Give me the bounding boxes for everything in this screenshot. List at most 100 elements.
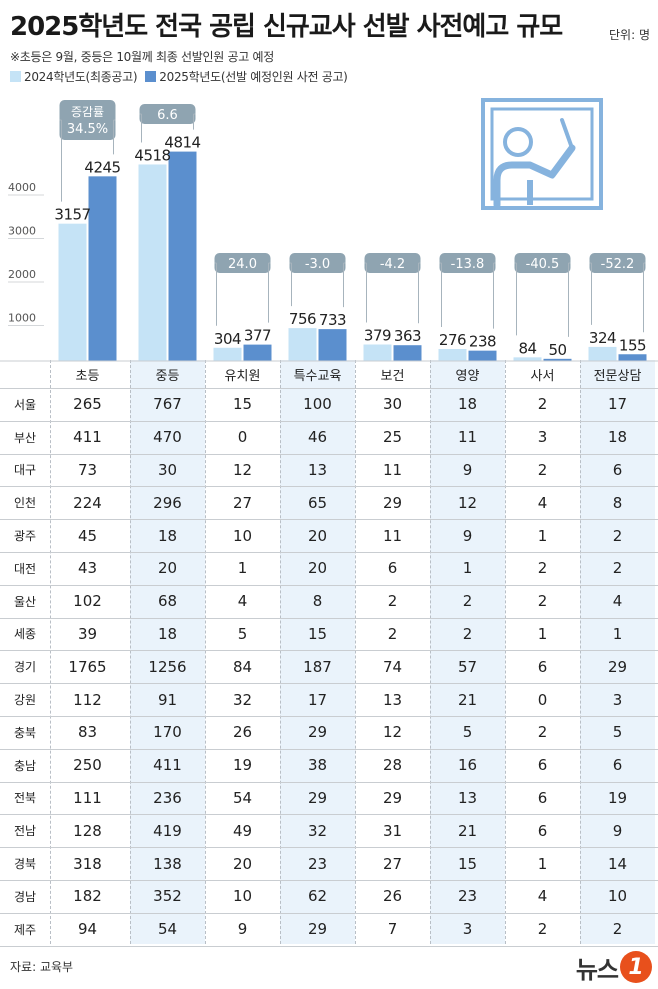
table-cell: 45	[77, 526, 98, 545]
table-cell: 4	[537, 887, 548, 906]
table-cell: 6	[537, 821, 548, 840]
table-cell: 12	[382, 723, 403, 742]
column-header: 보건	[380, 368, 405, 384]
table-row: 경기 1765 1256 84 187 74 57 6 29	[0, 650, 658, 685]
table-cell: 65	[307, 493, 328, 512]
bar-label-2024: 4518	[134, 146, 170, 164]
table-cell: 27	[382, 854, 403, 873]
bar-2024	[213, 347, 242, 361]
y-tick-label: 2000	[8, 268, 36, 281]
table-cell: 6	[612, 460, 623, 479]
table-cell: 30	[157, 460, 178, 479]
column-header: 초등	[75, 368, 100, 384]
table-cell: 1	[537, 526, 548, 545]
table-cell: 6	[387, 559, 398, 578]
table-cell: 19	[232, 756, 253, 775]
change-badge	[514, 253, 571, 273]
region-name: 세종	[13, 627, 37, 642]
change-label: -4.2	[380, 257, 405, 272]
region-name: 전남	[13, 824, 37, 839]
table-cell: 170	[153, 723, 182, 742]
table-cell: 411	[153, 756, 182, 775]
bar-label-2024: 304	[214, 330, 241, 348]
bar-2025	[468, 350, 497, 361]
table-cell: 6	[537, 657, 548, 676]
table-cell: 3	[462, 920, 473, 939]
table-cell: 19	[607, 788, 628, 807]
table-cell: 16	[457, 756, 478, 775]
region-name: 서울	[13, 397, 37, 412]
table-cell: 265	[73, 395, 102, 414]
table-row: 울산 102 68 4 8 2 2 2 4	[0, 585, 658, 619]
bar-label-2025: 4814	[164, 134, 200, 152]
table-cell: 18	[607, 428, 628, 447]
table-cell: 6	[537, 788, 548, 807]
table-cell: 296	[153, 493, 182, 512]
bar-2025	[618, 354, 647, 361]
table-cell: 94	[77, 920, 98, 939]
bar-label-2024: 756	[289, 310, 316, 328]
region-name: 인천	[13, 496, 37, 511]
table-cell: 5	[462, 723, 473, 742]
table-row: 강원 112 91 32 17 13 21 0 3	[0, 683, 658, 717]
bar-2025	[243, 344, 272, 361]
table-cell: 767	[153, 395, 182, 414]
table-cell: 9	[462, 526, 473, 545]
change-badge	[59, 100, 116, 140]
table-cell: 84	[232, 657, 253, 676]
region-name: 제주	[13, 922, 37, 937]
table-cell: 2	[537, 559, 548, 578]
bar-2024	[513, 357, 542, 361]
bar-label-2025: 733	[319, 311, 346, 329]
table-cell: 83	[77, 723, 98, 742]
table-cell: 411	[73, 428, 102, 447]
table-cell: 1765	[68, 657, 107, 676]
table-cell: 18	[457, 395, 478, 414]
table-cell: 10	[232, 887, 253, 906]
column-stripe	[280, 360, 355, 944]
bar-2025	[88, 176, 117, 361]
table-cell: 54	[157, 920, 178, 939]
table-cell: 11	[382, 460, 403, 479]
table-cell: 20	[307, 559, 328, 578]
bar-label-2024: 276	[439, 331, 466, 349]
table-cell: 2	[387, 592, 398, 611]
legend-label-2025: 2025학년도(선발 예정인원 사전 공고)	[159, 70, 348, 84]
table-cell: 2	[612, 920, 623, 939]
bar-2024	[588, 346, 617, 361]
table-cell: 26	[382, 887, 403, 906]
table-cell: 2	[537, 395, 548, 414]
region-name: 전북	[13, 791, 37, 806]
table-cell: 62	[307, 887, 328, 906]
change-badge	[139, 104, 196, 124]
table-cell: 5	[612, 723, 623, 742]
page-title: 2025학년도 전국 공립 신규교사 선발 사전예고 규모	[10, 12, 563, 42]
table-cell: 14	[607, 854, 628, 873]
table-cell: 318	[73, 854, 102, 873]
table-cell: 1256	[148, 657, 187, 676]
table-cell: 2	[537, 920, 548, 939]
bar-2025	[543, 358, 572, 361]
table-cell: 21	[457, 690, 478, 709]
bar-2025	[168, 151, 197, 361]
change-label: 24.0	[228, 257, 257, 272]
teacher-board-icon	[481, 98, 603, 210]
table-row: 광주 45 18 10 20 11 9 1 2	[0, 519, 658, 553]
bar-label-2025: 155	[619, 336, 646, 354]
table-cell: 1	[537, 854, 548, 873]
table-cell: 9	[237, 920, 248, 939]
table-cell: 38	[307, 756, 328, 775]
table-cell: 1	[462, 559, 473, 578]
table-cell: 54	[232, 788, 253, 807]
table-cell: 15	[232, 395, 253, 414]
table-cell: 21	[457, 821, 478, 840]
table-cell: 2	[462, 624, 473, 643]
logo-mark: 1	[620, 951, 652, 983]
legend: 2024학년도(최종공고) 2025학년도(선발 예정인원 사전 공고)	[10, 68, 348, 85]
bar-label-2024: 84	[518, 339, 536, 357]
table-cell: 29	[307, 723, 328, 742]
table-cell: 3	[612, 690, 623, 709]
table-row: 인천 224 296 27 65 29 12 4 8	[0, 486, 658, 521]
column-header: 중등	[155, 368, 180, 384]
table-cell: 5	[237, 624, 248, 643]
